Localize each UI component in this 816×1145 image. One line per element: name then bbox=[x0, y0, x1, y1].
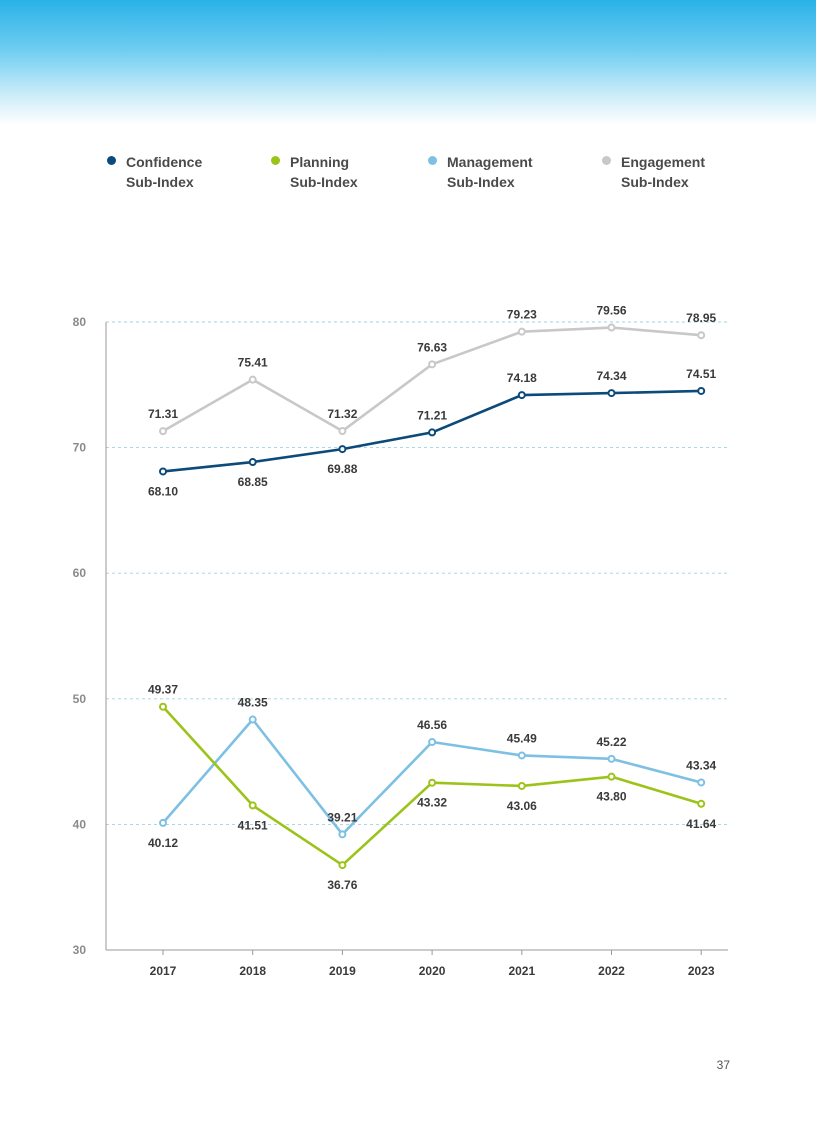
data-label-management-2020: 46.56 bbox=[417, 718, 447, 732]
data-label-planning-2018: 41.51 bbox=[238, 818, 268, 832]
data-label-confidence-2018: 68.85 bbox=[238, 475, 268, 489]
legend-dot-confidence bbox=[107, 156, 116, 165]
data-label-engagement-2022: 79.56 bbox=[596, 304, 626, 318]
x-tick-label-2019: 2019 bbox=[329, 964, 356, 978]
data-point-confidence-2020 bbox=[428, 428, 437, 437]
legend-item-planning: Planning Sub-Index bbox=[271, 152, 410, 192]
data-label-management-2019: 39.21 bbox=[327, 810, 357, 824]
data-label-management-2018: 48.35 bbox=[238, 696, 268, 710]
data-label-planning-2019: 36.76 bbox=[327, 878, 357, 892]
legend-label-confidence: Confidence Sub-Index bbox=[126, 154, 203, 190]
data-point-planning-2023 bbox=[697, 799, 706, 808]
page-number: 37 bbox=[716, 1058, 730, 1072]
data-label-planning-2022: 43.80 bbox=[596, 790, 626, 804]
header-gradient-band bbox=[0, 0, 816, 125]
data-point-management-2021 bbox=[517, 751, 526, 760]
data-label-confidence-2017: 68.10 bbox=[148, 484, 178, 498]
data-label-engagement-2019: 71.32 bbox=[327, 407, 357, 421]
data-label-confidence-2019: 69.88 bbox=[327, 462, 357, 476]
data-label-planning-2023: 41.64 bbox=[686, 817, 716, 831]
data-point-confidence-2021 bbox=[517, 391, 526, 400]
legend-dot-planning bbox=[271, 156, 280, 165]
x-tick-label-2020: 2020 bbox=[419, 964, 446, 978]
data-point-planning-2020 bbox=[428, 778, 437, 787]
legend-item-confidence: Confidence Sub-Index bbox=[107, 152, 246, 192]
data-point-planning-2017 bbox=[159, 702, 167, 711]
data-point-confidence-2023 bbox=[697, 386, 706, 395]
data-point-management-2020 bbox=[428, 738, 437, 747]
legend-dot-engagement bbox=[602, 156, 611, 165]
data-point-confidence-2019 bbox=[338, 445, 347, 454]
data-label-management-2022: 45.22 bbox=[596, 735, 626, 749]
legend-dot-management bbox=[428, 156, 437, 165]
data-point-engagement-2022 bbox=[607, 323, 616, 332]
y-tick-label-30: 30 bbox=[73, 943, 87, 957]
legend-item-engagement: Engagement Sub-Index bbox=[602, 152, 741, 192]
data-point-confidence-2018 bbox=[248, 458, 257, 467]
data-point-engagement-2021 bbox=[517, 327, 526, 336]
y-tick-label-40: 40 bbox=[73, 817, 87, 831]
legend-item-management: Management Sub-Index bbox=[428, 152, 567, 192]
data-label-confidence-2020: 71.21 bbox=[417, 408, 447, 422]
data-label-planning-2021: 43.06 bbox=[507, 799, 537, 813]
data-label-engagement-2018: 75.41 bbox=[238, 356, 268, 370]
data-point-engagement-2023 bbox=[697, 331, 706, 340]
data-label-engagement-2021: 79.23 bbox=[507, 308, 537, 322]
legend-label-management: Management Sub-Index bbox=[447, 154, 533, 190]
data-point-planning-2019 bbox=[338, 861, 347, 870]
data-label-engagement-2017: 71.31 bbox=[148, 407, 178, 421]
data-label-confidence-2021: 74.18 bbox=[507, 371, 537, 385]
x-tick-label-2022: 2022 bbox=[598, 964, 625, 978]
data-label-engagement-2020: 76.63 bbox=[417, 340, 447, 354]
data-label-confidence-2023: 74.51 bbox=[686, 367, 716, 381]
x-tick-label-2018: 2018 bbox=[239, 964, 266, 978]
y-tick-label-50: 50 bbox=[73, 692, 87, 706]
line-chart: 30 40 50 60 70 80 2017 2018 2019 2020 2021 2022 2023… bbox=[73, 304, 728, 978]
data-point-management-2018 bbox=[248, 715, 257, 724]
legend-label-planning: Planning Sub-Index bbox=[290, 154, 358, 190]
data-label-planning-2017: 49.37 bbox=[148, 683, 178, 697]
chart-legend: Confidence Sub-Index Planning Sub-Index … bbox=[0, 152, 816, 202]
x-tick-label-2021: 2021 bbox=[508, 964, 535, 978]
data-point-confidence-2017 bbox=[159, 467, 167, 476]
data-point-confidence-2022 bbox=[607, 389, 616, 398]
data-label-management-2021: 45.49 bbox=[507, 731, 537, 745]
data-point-management-2022 bbox=[607, 754, 616, 763]
data-point-management-2019 bbox=[338, 830, 347, 839]
data-point-engagement-2019 bbox=[338, 427, 347, 436]
y-tick-label-60: 60 bbox=[73, 566, 87, 580]
data-point-management-2017 bbox=[159, 818, 167, 827]
x-tick-label-2023: 2023 bbox=[688, 964, 715, 978]
data-point-engagement-2020 bbox=[428, 360, 437, 369]
y-tick-label-80: 80 bbox=[73, 315, 87, 329]
data-point-management-2023 bbox=[697, 778, 706, 787]
data-label-engagement-2023: 78.95 bbox=[686, 311, 716, 325]
y-tick-label-70: 70 bbox=[73, 441, 87, 455]
data-point-planning-2018 bbox=[248, 801, 257, 810]
data-point-engagement-2018 bbox=[248, 375, 257, 384]
data-label-management-2017: 40.12 bbox=[148, 836, 178, 850]
legend-label-engagement: Engagement Sub-Index bbox=[621, 154, 706, 190]
data-label-planning-2020: 43.32 bbox=[417, 796, 447, 810]
data-point-planning-2022 bbox=[607, 772, 616, 781]
data-label-confidence-2022: 74.34 bbox=[596, 369, 626, 383]
data-point-planning-2021 bbox=[517, 781, 526, 790]
data-point-engagement-2017 bbox=[159, 427, 167, 436]
x-tick-label-2017: 2017 bbox=[150, 964, 177, 978]
data-label-management-2023: 43.34 bbox=[686, 758, 716, 772]
